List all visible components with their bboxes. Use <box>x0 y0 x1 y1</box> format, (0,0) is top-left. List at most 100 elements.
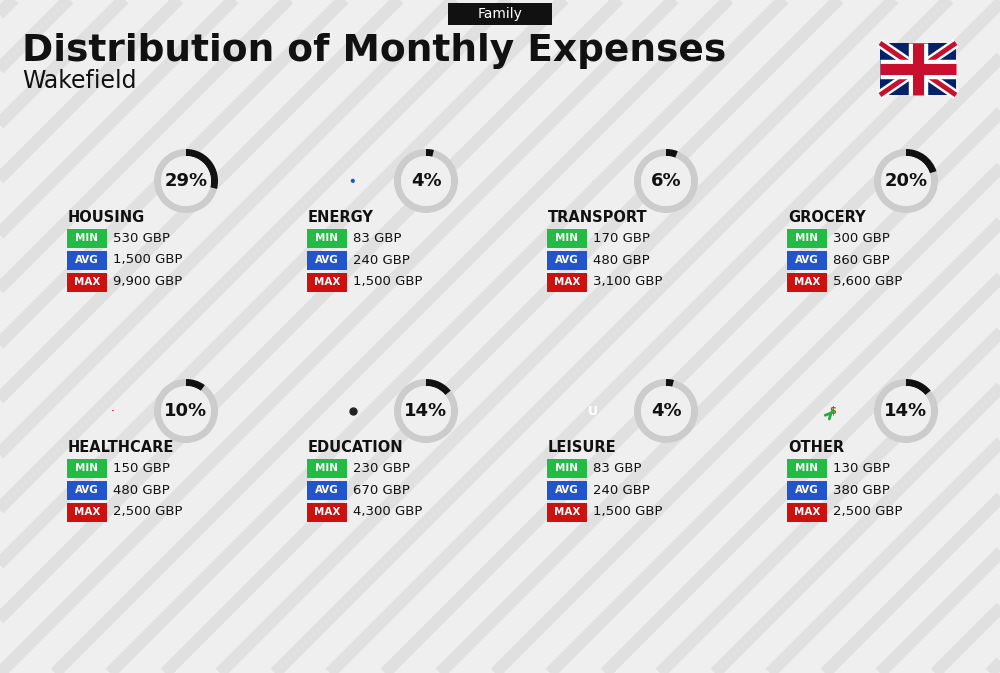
FancyBboxPatch shape <box>787 250 827 269</box>
Text: ENERGY: ENERGY <box>308 211 374 225</box>
Text: MIN: MIN <box>316 233 338 243</box>
Text: 83 GBP: 83 GBP <box>353 232 402 244</box>
Bar <box>880 43 956 95</box>
Text: 240 GBP: 240 GBP <box>593 483 650 497</box>
Circle shape <box>641 156 691 206</box>
Text: MIN: MIN <box>76 233 98 243</box>
Text: AVG: AVG <box>315 485 339 495</box>
Text: 10%: 10% <box>164 402 208 420</box>
Wedge shape <box>394 379 458 443</box>
Text: 1,500 GBP: 1,500 GBP <box>353 275 422 289</box>
Text: MIN: MIN <box>796 463 818 473</box>
Text: 20%: 20% <box>884 172 928 190</box>
Wedge shape <box>186 149 218 189</box>
Circle shape <box>161 156 211 206</box>
Text: AVG: AVG <box>555 485 579 495</box>
FancyBboxPatch shape <box>448 3 552 25</box>
Text: 130 GBP: 130 GBP <box>833 462 890 474</box>
FancyBboxPatch shape <box>307 481 347 499</box>
Text: AVG: AVG <box>75 485 99 495</box>
Text: 14%: 14% <box>404 402 448 420</box>
Wedge shape <box>186 379 205 391</box>
Text: 3,100 GBP: 3,100 GBP <box>593 275 662 289</box>
Text: OTHER: OTHER <box>788 441 844 456</box>
Text: MAX: MAX <box>314 507 340 517</box>
Text: Family: Family <box>478 7 522 21</box>
FancyBboxPatch shape <box>547 503 587 522</box>
Wedge shape <box>426 149 434 157</box>
Text: 9,900 GBP: 9,900 GBP <box>113 275 182 289</box>
Text: 170 GBP: 170 GBP <box>593 232 650 244</box>
Text: 860 GBP: 860 GBP <box>833 254 890 267</box>
Text: MAX: MAX <box>554 507 580 517</box>
FancyBboxPatch shape <box>307 273 347 291</box>
Wedge shape <box>874 379 938 443</box>
Text: MAX: MAX <box>74 507 100 517</box>
Text: MAX: MAX <box>554 277 580 287</box>
FancyBboxPatch shape <box>67 229 107 248</box>
Text: 240 GBP: 240 GBP <box>353 254 410 267</box>
Circle shape <box>401 386 451 436</box>
FancyBboxPatch shape <box>787 481 827 499</box>
FancyBboxPatch shape <box>547 481 587 499</box>
Text: 480 GBP: 480 GBP <box>593 254 650 267</box>
Text: 4%: 4% <box>411 172 441 190</box>
Wedge shape <box>634 379 698 443</box>
Text: 4%: 4% <box>651 402 681 420</box>
Text: 14%: 14% <box>884 402 928 420</box>
Text: 150 GBP: 150 GBP <box>113 462 170 474</box>
Text: MIN: MIN <box>556 233 578 243</box>
FancyBboxPatch shape <box>67 503 107 522</box>
Wedge shape <box>874 149 938 213</box>
Wedge shape <box>394 149 458 213</box>
FancyBboxPatch shape <box>787 229 827 248</box>
FancyBboxPatch shape <box>67 458 107 478</box>
Text: GROCERY: GROCERY <box>788 211 866 225</box>
Text: MAX: MAX <box>74 277 100 287</box>
FancyBboxPatch shape <box>307 458 347 478</box>
FancyBboxPatch shape <box>547 273 587 291</box>
Text: 300 GBP: 300 GBP <box>833 232 890 244</box>
Circle shape <box>401 156 451 206</box>
Text: 1,500 GBP: 1,500 GBP <box>593 505 662 518</box>
Circle shape <box>161 386 211 436</box>
Text: AVG: AVG <box>795 485 819 495</box>
FancyBboxPatch shape <box>547 458 587 478</box>
Wedge shape <box>154 379 218 443</box>
FancyBboxPatch shape <box>787 503 827 522</box>
Text: AVG: AVG <box>315 255 339 265</box>
Circle shape <box>641 386 691 436</box>
Text: 2,500 GBP: 2,500 GBP <box>113 505 182 518</box>
Wedge shape <box>906 149 936 173</box>
FancyBboxPatch shape <box>67 250 107 269</box>
FancyBboxPatch shape <box>547 229 587 248</box>
Circle shape <box>881 156 931 206</box>
FancyBboxPatch shape <box>547 250 587 269</box>
Text: MAX: MAX <box>794 507 820 517</box>
Text: MIN: MIN <box>316 463 338 473</box>
Text: AVG: AVG <box>75 255 99 265</box>
Text: 29%: 29% <box>164 172 208 190</box>
Text: 5,600 GBP: 5,600 GBP <box>833 275 902 289</box>
Text: 4,300 GBP: 4,300 GBP <box>353 505 422 518</box>
Text: 1,500 GBP: 1,500 GBP <box>113 254 182 267</box>
FancyBboxPatch shape <box>787 458 827 478</box>
Text: 480 GBP: 480 GBP <box>113 483 170 497</box>
FancyBboxPatch shape <box>787 273 827 291</box>
Text: Distribution of Monthly Expenses: Distribution of Monthly Expenses <box>22 33 726 69</box>
Text: 83 GBP: 83 GBP <box>593 462 642 474</box>
Text: 670 GBP: 670 GBP <box>353 483 410 497</box>
Text: HOUSING: HOUSING <box>68 211 145 225</box>
Text: TRANSPORT: TRANSPORT <box>548 211 648 225</box>
Wedge shape <box>634 149 698 213</box>
Text: AVG: AVG <box>555 255 579 265</box>
Text: EDUCATION: EDUCATION <box>308 441 404 456</box>
Text: 6%: 6% <box>651 172 681 190</box>
FancyBboxPatch shape <box>307 229 347 248</box>
Text: 2,500 GBP: 2,500 GBP <box>833 505 902 518</box>
FancyBboxPatch shape <box>67 481 107 499</box>
FancyBboxPatch shape <box>67 273 107 291</box>
Text: MAX: MAX <box>794 277 820 287</box>
Text: Wakefield: Wakefield <box>22 69 136 93</box>
FancyBboxPatch shape <box>307 250 347 269</box>
